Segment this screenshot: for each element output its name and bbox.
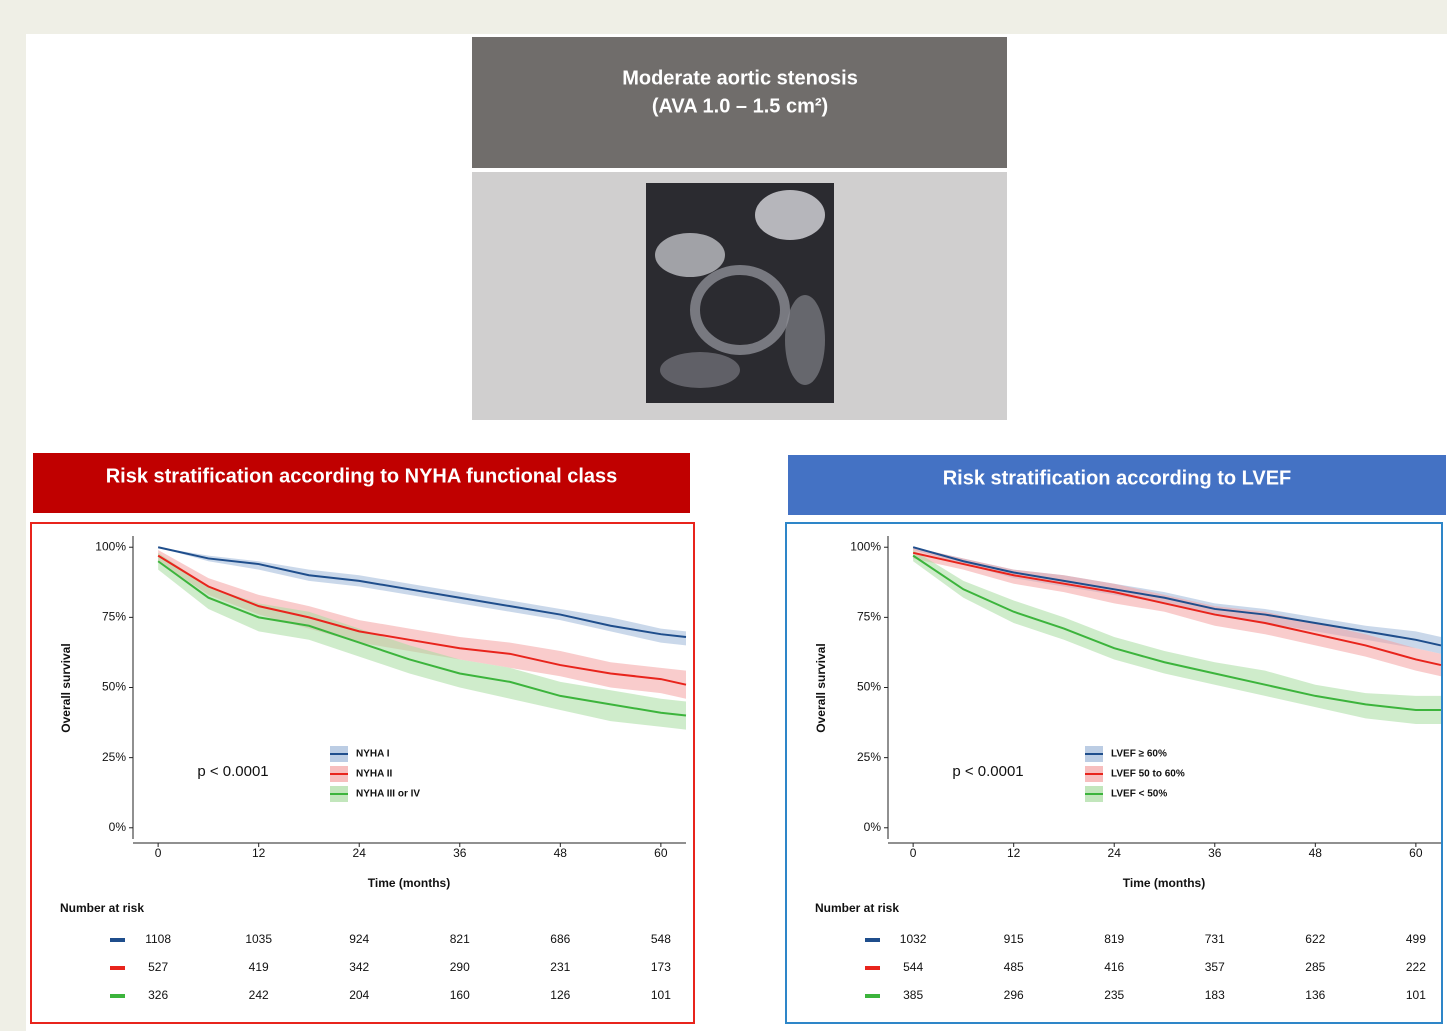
x-tick-label: 48 bbox=[554, 846, 568, 860]
echo-blob bbox=[755, 190, 825, 240]
risk-count: 1035 bbox=[245, 932, 272, 946]
x-tick-label: 36 bbox=[453, 846, 467, 860]
y-tick-label: 25% bbox=[102, 750, 126, 764]
risk-count: 183 bbox=[1205, 988, 1225, 1002]
x-tick-label: 12 bbox=[252, 846, 266, 860]
risk-count: 527 bbox=[148, 960, 168, 974]
legend-label: NYHA III or IV bbox=[356, 789, 420, 800]
legend-label: LVEF 50 to 60% bbox=[1111, 769, 1185, 780]
y-tick-label: 0% bbox=[864, 820, 882, 834]
top-header-line: (AVA 1.0 – 1.5 cm²) bbox=[652, 95, 828, 117]
risk-count: 622 bbox=[1305, 932, 1325, 946]
p-value: p < 0.0001 bbox=[197, 763, 268, 780]
legend-label: NYHA II bbox=[356, 769, 393, 780]
y-tick-label: 100% bbox=[95, 539, 126, 553]
risk-count: 357 bbox=[1205, 960, 1225, 974]
figure: Moderate aortic stenosis (AVA 1.0 – 1.5 … bbox=[0, 0, 1447, 1031]
x-tick-label: 24 bbox=[353, 846, 367, 860]
risk-count: 416 bbox=[1104, 960, 1124, 974]
risk-count: 548 bbox=[651, 932, 671, 946]
chart-title: Risk stratification according to NYHA fu… bbox=[106, 465, 618, 487]
x-tick-label: 24 bbox=[1108, 846, 1122, 860]
risk-count: 924 bbox=[349, 932, 369, 946]
x-tick-label: 12 bbox=[1007, 846, 1021, 860]
risk-count: 231 bbox=[550, 960, 570, 974]
legend-label: LVEF < 50% bbox=[1111, 789, 1167, 800]
risk-count: 326 bbox=[148, 988, 168, 1002]
risk-count: 136 bbox=[1305, 988, 1325, 1002]
risk-count: 915 bbox=[1004, 932, 1024, 946]
risk-count: 419 bbox=[249, 960, 269, 974]
page: Moderate aortic stenosis (AVA 1.0 – 1.5 … bbox=[0, 0, 1447, 1031]
risk-count: 126 bbox=[550, 988, 570, 1002]
y-tick-label: 50% bbox=[102, 680, 126, 694]
risk-count: 222 bbox=[1406, 960, 1426, 974]
top-header-line: Moderate aortic stenosis bbox=[622, 67, 858, 89]
x-axis-title: Time (months) bbox=[1123, 876, 1205, 890]
risk-count: 821 bbox=[450, 932, 470, 946]
p-value: p < 0.0001 bbox=[952, 763, 1023, 780]
risk-table-title: Number at risk bbox=[815, 901, 899, 915]
risk-count: 101 bbox=[651, 988, 671, 1002]
risk-count: 731 bbox=[1205, 932, 1225, 946]
x-tick-label: 48 bbox=[1309, 846, 1323, 860]
risk-count: 544 bbox=[903, 960, 923, 974]
y-tick-label: 75% bbox=[102, 610, 126, 624]
y-tick-label: 0% bbox=[109, 820, 127, 834]
x-axis-title: Time (months) bbox=[368, 876, 450, 890]
risk-count: 385 bbox=[903, 988, 923, 1002]
risk-table-title: Number at risk bbox=[60, 901, 144, 915]
x-tick-label: 0 bbox=[155, 846, 162, 860]
y-tick-label: 100% bbox=[850, 539, 881, 553]
echo-blob bbox=[785, 295, 825, 385]
echo-image bbox=[646, 183, 834, 403]
legend-label: NYHA I bbox=[356, 749, 390, 760]
risk-count: 1108 bbox=[145, 932, 171, 946]
legend-label: LVEF ≥ 60% bbox=[1111, 749, 1167, 760]
risk-count: 173 bbox=[651, 960, 671, 974]
risk-count: 342 bbox=[349, 960, 369, 974]
risk-count: 499 bbox=[1406, 932, 1426, 946]
y-axis-title: Overall survival bbox=[59, 643, 73, 732]
x-tick-label: 36 bbox=[1208, 846, 1222, 860]
risk-count: 235 bbox=[1104, 988, 1124, 1002]
y-tick-label: 25% bbox=[857, 750, 881, 764]
risk-count: 204 bbox=[349, 988, 369, 1002]
risk-count: 686 bbox=[550, 932, 570, 946]
y-axis-title: Overall survival bbox=[814, 643, 828, 732]
risk-count: 242 bbox=[249, 988, 269, 1002]
risk-count: 160 bbox=[450, 988, 470, 1002]
echo-blob bbox=[655, 233, 725, 277]
risk-count: 101 bbox=[1406, 988, 1426, 1002]
y-tick-label: 50% bbox=[857, 680, 881, 694]
risk-count: 285 bbox=[1305, 960, 1325, 974]
risk-count: 485 bbox=[1004, 960, 1024, 974]
risk-count: 290 bbox=[450, 960, 470, 974]
risk-count: 296 bbox=[1004, 988, 1024, 1002]
x-tick-label: 0 bbox=[910, 846, 917, 860]
risk-count: 819 bbox=[1104, 932, 1124, 946]
echo-blob bbox=[660, 352, 740, 388]
x-tick-label: 60 bbox=[1409, 846, 1423, 860]
y-tick-label: 75% bbox=[857, 610, 881, 624]
risk-count: 1032 bbox=[900, 932, 927, 946]
x-tick-label: 60 bbox=[654, 846, 668, 860]
chart-title: Risk stratification according to LVEF bbox=[943, 467, 1292, 489]
